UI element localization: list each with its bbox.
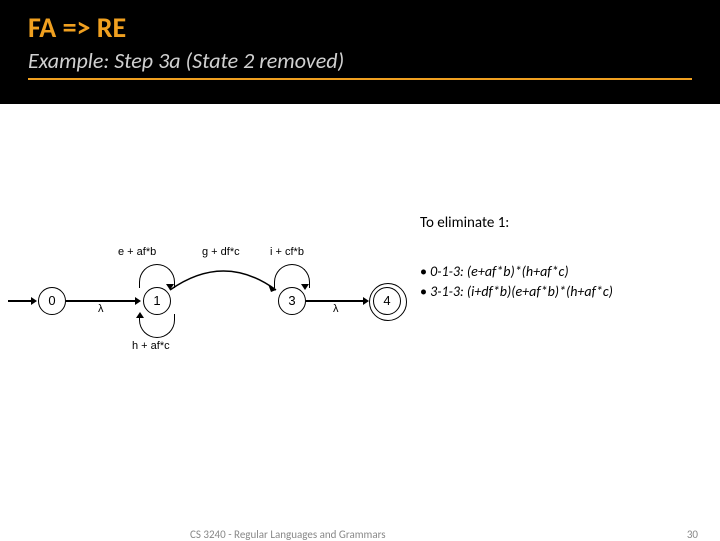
- selfloop-1-bot: [139, 314, 175, 338]
- state-4: 4: [373, 287, 401, 315]
- edge-3-4-line: [306, 300, 365, 302]
- bullet-item: 0-1-3: (e+af*b)*(h+af*c): [420, 262, 613, 282]
- edge-0-1-label: λ: [98, 303, 104, 315]
- footer-text: CS 3240 - Regular Languages and Grammars: [190, 528, 386, 541]
- state-label: 3: [288, 293, 295, 308]
- eliminate-heading: To eliminate 1:: [420, 214, 509, 232]
- state-0: 0: [38, 287, 66, 315]
- edge-1-3-curve: [168, 260, 280, 292]
- slide-subtitle: Example: Step 3a (State 2 removed): [28, 47, 692, 80]
- edge-0-1-line: [66, 300, 137, 302]
- selfloop-1-bot-label: h + af*c: [132, 340, 170, 352]
- selfloop-1-top-label: e + af*b: [118, 246, 156, 258]
- state-1: 1: [143, 287, 171, 315]
- init-arrow-head: [31, 297, 37, 305]
- slide-title: FA => RE: [28, 10, 692, 45]
- selfloop-3-top-arrow: [301, 284, 309, 290]
- selfloop-1-bot-arrow: [136, 312, 144, 318]
- edge-3-4-label: λ: [333, 303, 339, 315]
- edge-0-1-head: [135, 297, 141, 305]
- slide-content: To eliminate 1: 0-1-3: (e+af*b)*(h+af*c)…: [0, 104, 720, 504]
- state-label: 0: [48, 293, 55, 308]
- state-label: 4: [383, 293, 390, 308]
- state-3: 3: [278, 287, 306, 315]
- selfloop-3-top-label: i + cf*b: [270, 246, 304, 258]
- edge-1-3-curve-label: g + df*c: [202, 246, 240, 258]
- fa-diagram: 0 λ 1 e + af*b h + af*c g + df*c 3 i: [8, 232, 413, 352]
- page-number: 30: [687, 528, 698, 541]
- bullet-item: 3-1-3: (i+df*b)(e+af*b)*(h+af*c): [420, 282, 613, 302]
- slide-header: FA => RE Example: Step 3a (State 2 remov…: [0, 0, 720, 104]
- state-label: 1: [153, 293, 160, 308]
- eliminate-bullets: 0-1-3: (e+af*b)*(h+af*c) 3-1-3: (i+df*b)…: [420, 262, 613, 301]
